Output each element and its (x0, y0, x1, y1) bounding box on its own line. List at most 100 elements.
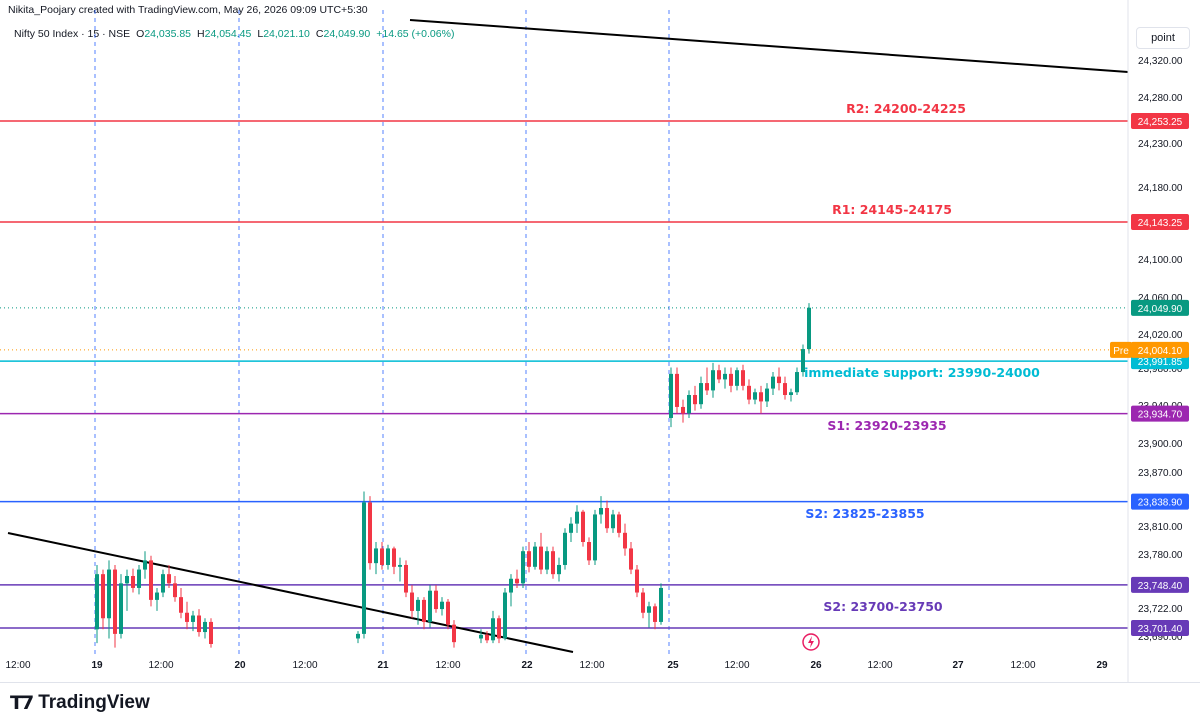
candle-body (647, 606, 651, 613)
lightning-icon (808, 636, 814, 648)
candle-body (95, 574, 99, 630)
tradingview-logo[interactable]: T7 TradingView (10, 692, 150, 714)
candle-body (515, 578, 519, 584)
candle-body (509, 578, 513, 593)
r1-price-tag (1131, 214, 1189, 231)
r1-price-tag-text: 24,143.25 (1138, 218, 1183, 229)
level-lines (0, 120, 1128, 629)
candle-body (659, 587, 663, 622)
candle-body (741, 370, 745, 386)
candle-body (161, 574, 165, 593)
candle-body (635, 569, 639, 593)
candle-body (410, 592, 414, 611)
time-tick-label: 27 (952, 660, 964, 671)
candle-body (479, 634, 483, 639)
candle-body (209, 621, 213, 644)
candle-body (491, 618, 495, 641)
candle-body (617, 514, 621, 533)
candle-body (191, 615, 195, 622)
price-tick-label: 23,900.00 (1138, 439, 1183, 450)
candle-body (723, 373, 727, 380)
time-tick-label: 12:00 (292, 660, 317, 671)
candle-body (563, 532, 567, 565)
candle-body (807, 307, 811, 322)
s2b-price-tag (1131, 576, 1189, 593)
price-tick-label: 24,020.00 (1138, 330, 1183, 341)
candle-body (203, 621, 207, 633)
immediate-price-tag-text: 23,991.85 (1138, 357, 1183, 368)
candle-body (452, 624, 456, 643)
r2-level-label: R2: 24200-24225 (846, 101, 966, 116)
candle-body (581, 511, 585, 543)
candle-body (747, 385, 751, 400)
candle-body (623, 532, 627, 549)
last-price-tag-text: 24,049.90 (1138, 304, 1183, 315)
price-tick-label: 23,722.00 (1138, 604, 1183, 615)
price-tick-label: 24,320.00 (1138, 56, 1183, 67)
candle-body (386, 548, 390, 565)
chart-credit: Nikita_Poojary created with TradingView.… (8, 4, 368, 16)
candle-body (575, 511, 579, 524)
candle-body (557, 564, 561, 575)
candle-body (149, 560, 153, 600)
candle-body (735, 370, 739, 386)
footer-bar: T7 TradingView (0, 682, 1200, 727)
candle-body (368, 502, 372, 564)
candle-body (179, 597, 183, 613)
candle-body (167, 574, 171, 584)
candle-body (155, 592, 159, 600)
price-chart[interactable]: R2: 24200-24225 R1: 24145-24175 immediate … (0, 0, 1200, 682)
candle-body (629, 548, 633, 570)
symbol-name: Nifty 50 Index · 15 · NSE (14, 28, 131, 40)
candle-body (675, 373, 679, 407)
candle-body (434, 590, 438, 610)
candle-body (497, 618, 501, 639)
candle-body (527, 551, 531, 567)
candle-body (641, 592, 645, 613)
close-label: C (315, 28, 324, 40)
time-tick-label: 19 (91, 660, 103, 671)
pre-market-tag-text: 24,004.10 (1138, 346, 1183, 357)
candle-body (356, 633, 360, 639)
candle-body (753, 392, 757, 400)
time-tick-label: 12:00 (724, 660, 749, 671)
candle-body (693, 395, 697, 405)
candle-body (137, 569, 141, 588)
time-axis: 12:00 19 12:00 20 12:00 21 12:00 22 12:00 25 12:00… (5, 660, 1108, 671)
trend-lines (7, 19, 1129, 653)
price-tick-label: 23,780.00 (1138, 550, 1183, 561)
time-tick-label: 20 (234, 660, 246, 671)
change-value: +14.65 (+0.06%) (376, 28, 455, 40)
candle-body (777, 376, 781, 384)
day-separators (94, 10, 670, 655)
immediate-level-label: immediate support: 23990-24000 (804, 365, 1040, 380)
unit-button[interactable]: point (1136, 27, 1190, 49)
logo-text: TradingView (38, 692, 150, 713)
time-tick-label: 21 (377, 660, 389, 671)
candle-body (605, 508, 609, 529)
candle-body (729, 373, 733, 386)
time-tick-label: 12:00 (579, 660, 604, 671)
pre-market-badge (1110, 341, 1132, 358)
s2b-level-label: S2: 23700-23750 (823, 599, 943, 614)
candle-body (374, 548, 378, 564)
level-labels: R2: 24200-24225 R1: 24145-24175 immediate … (804, 101, 1040, 614)
candle-body (789, 392, 793, 396)
candle-body (503, 592, 507, 639)
price-tick-label: 23,690.00 (1138, 632, 1183, 643)
candle-body (669, 373, 673, 418)
r1-level-label: R1: 24145-24175 (832, 202, 952, 217)
r2-price-tag-text: 24,253.25 (1138, 117, 1183, 128)
trend-line-upper (409, 19, 1129, 73)
candle-body (545, 551, 549, 570)
time-tick-label: 12:00 (1010, 660, 1035, 671)
low-label: L (257, 28, 264, 40)
candle-body (446, 601, 450, 625)
candle-body (533, 546, 537, 567)
price-tick-label: 24,280.00 (1138, 93, 1183, 104)
open-label: O (136, 28, 145, 40)
symbol-legend: Nifty 50 Index · 15 · NSE O24,035.85 H24,0… (14, 28, 454, 40)
r2-price-tag (1131, 113, 1189, 129)
candle-body (398, 564, 402, 567)
s1-price-tag (1131, 405, 1189, 422)
